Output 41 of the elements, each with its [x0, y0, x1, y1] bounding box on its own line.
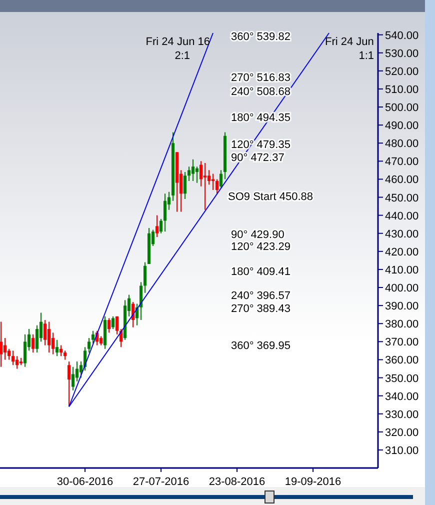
y-tick-label: 490.00: [385, 120, 419, 132]
y-tick-label: 520.00: [385, 66, 419, 78]
y-tick-label: 530.00: [385, 48, 419, 60]
annotation: 360° 369.95: [231, 340, 290, 352]
y-tick-label: 420.00: [385, 246, 419, 258]
series-label: Fri 24 Jun: [325, 36, 374, 48]
y-tick-label: 470.00: [385, 156, 419, 168]
annotation: 2:1: [174, 50, 190, 62]
y-tick-label: 360.00: [385, 354, 419, 367]
y-tick-label: 460.00: [385, 174, 419, 186]
annotation: 270° 389.43: [231, 303, 290, 315]
y-tick-label: 370.00: [385, 336, 419, 349]
annotation: SO9 Start 450.88: [228, 191, 313, 203]
annotation: 1:1: [358, 50, 374, 62]
y-tick-label: 410.00: [385, 264, 419, 276]
y-tick-label: 430.00: [385, 228, 419, 240]
annotation: 270° 516.83: [231, 72, 290, 84]
y-tick-label: 380.00: [385, 318, 419, 331]
y-tick-label: 480.00: [385, 138, 419, 150]
y-tick-label: 500.00: [385, 102, 419, 114]
annotation: 360° 539.82: [231, 31, 290, 43]
y-tick-label: 330.00: [385, 408, 419, 421]
annotation: 240° 396.57: [231, 290, 290, 302]
y-tick-label: 340.00: [385, 390, 419, 403]
annotation: 90° 429.90: [231, 229, 284, 241]
y-tick-label: 540.00: [385, 30, 419, 42]
annotation: 120° 423.29: [231, 241, 290, 253]
x-tick-label: 19-09-2016: [284, 476, 342, 488]
y-tick-label: 350.00: [385, 372, 419, 385]
annotation: 180° 409.41: [231, 266, 290, 278]
x-tick-label: 27-07-2016: [132, 476, 190, 488]
y-tick-label: 440.00: [385, 210, 419, 222]
y-tick-label: 320.00: [385, 426, 419, 439]
y-tick-label: 450.00: [385, 192, 419, 204]
x-tick-label: 23-08-2016: [208, 476, 266, 488]
y-tick-label: 400.00: [385, 282, 419, 294]
y-tick-label: 390.00: [385, 300, 419, 313]
y-tick-label: 510.00: [385, 84, 419, 96]
x-tick-label: 30-06-2016: [56, 476, 114, 488]
series-label: Fri 24 Jun 16: [146, 36, 210, 48]
y-tick-label: 310.00: [385, 444, 419, 457]
